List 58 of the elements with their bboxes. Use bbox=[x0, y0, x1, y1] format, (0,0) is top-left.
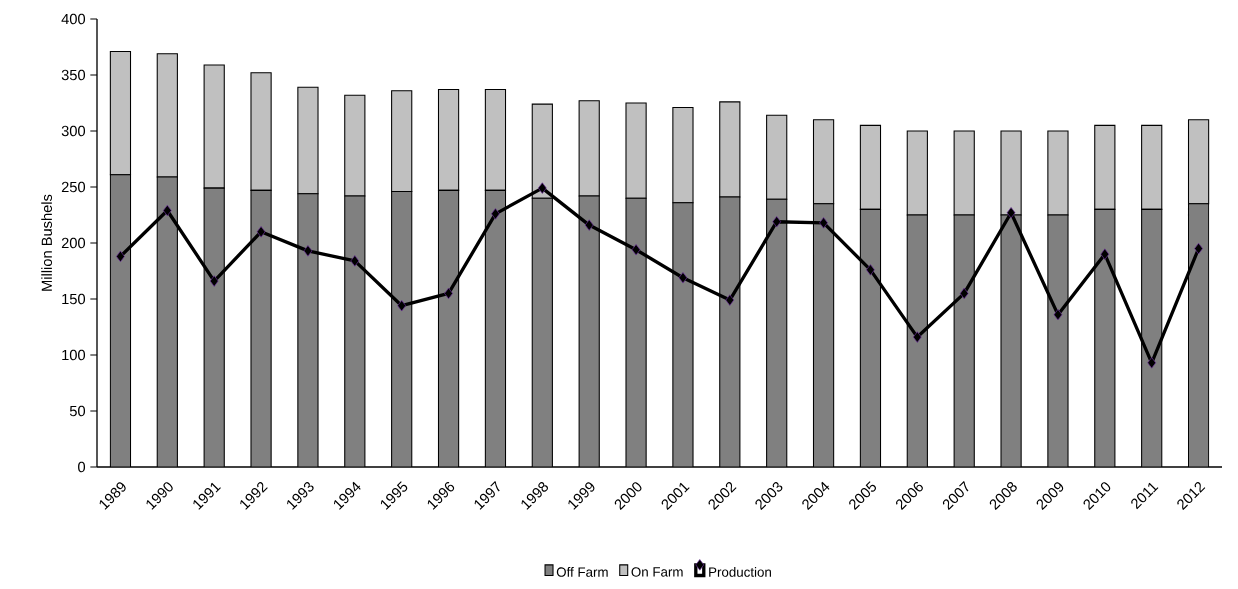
point bbox=[678, 272, 688, 284]
point bbox=[584, 219, 594, 231]
y-tick-label: 0 bbox=[78, 461, 86, 473]
y-axis-title: Million Bushels bbox=[41, 194, 52, 291]
legend-label: Off Farm bbox=[556, 567, 608, 577]
bar bbox=[578, 195, 600, 467]
point bbox=[350, 255, 360, 267]
bar bbox=[297, 193, 319, 467]
bar bbox=[109, 174, 132, 467]
point bbox=[209, 275, 219, 287]
bar bbox=[672, 202, 694, 467]
bar bbox=[1187, 203, 1210, 467]
bar bbox=[344, 195, 366, 467]
legend-label: On Farm bbox=[631, 567, 683, 577]
point bbox=[537, 182, 547, 194]
bar bbox=[250, 189, 272, 467]
point bbox=[1100, 248, 1110, 260]
y-tick-label: 50 bbox=[69, 405, 86, 417]
point bbox=[162, 204, 172, 217]
bar bbox=[953, 214, 975, 467]
y-tick-label: 200 bbox=[61, 237, 86, 249]
bar bbox=[719, 196, 741, 467]
point bbox=[725, 294, 735, 306]
bar bbox=[484, 189, 507, 467]
bar bbox=[625, 197, 647, 467]
bar bbox=[859, 208, 882, 467]
point bbox=[866, 264, 875, 276]
bar bbox=[203, 187, 225, 467]
bar bbox=[1000, 214, 1022, 467]
bar bbox=[1141, 208, 1163, 467]
y-tick-label: 350 bbox=[61, 69, 86, 81]
point bbox=[491, 208, 500, 220]
bar bbox=[391, 190, 413, 467]
point bbox=[819, 217, 828, 229]
point bbox=[1006, 207, 1016, 219]
y-tick-label: 150 bbox=[62, 293, 86, 305]
point bbox=[772, 216, 782, 228]
y-tick-label: 300 bbox=[61, 125, 86, 137]
point bbox=[1147, 357, 1157, 369]
bar bbox=[437, 189, 460, 467]
point bbox=[1053, 309, 1063, 321]
bar bbox=[1047, 214, 1069, 467]
bar bbox=[531, 197, 553, 467]
y-tick-label: 250 bbox=[61, 181, 86, 193]
bar bbox=[812, 203, 835, 467]
point bbox=[631, 244, 641, 256]
bar bbox=[766, 198, 788, 467]
y-tick-label: 100 bbox=[62, 349, 86, 361]
point bbox=[397, 300, 407, 312]
point bbox=[303, 245, 313, 257]
legend-label: Production bbox=[709, 567, 771, 577]
bar bbox=[1094, 208, 1116, 467]
point bbox=[959, 287, 969, 300]
bar bbox=[156, 176, 178, 467]
point bbox=[256, 226, 266, 238]
bar bbox=[906, 214, 928, 467]
y-tick-label: 400 bbox=[61, 13, 86, 25]
point bbox=[912, 331, 922, 343]
